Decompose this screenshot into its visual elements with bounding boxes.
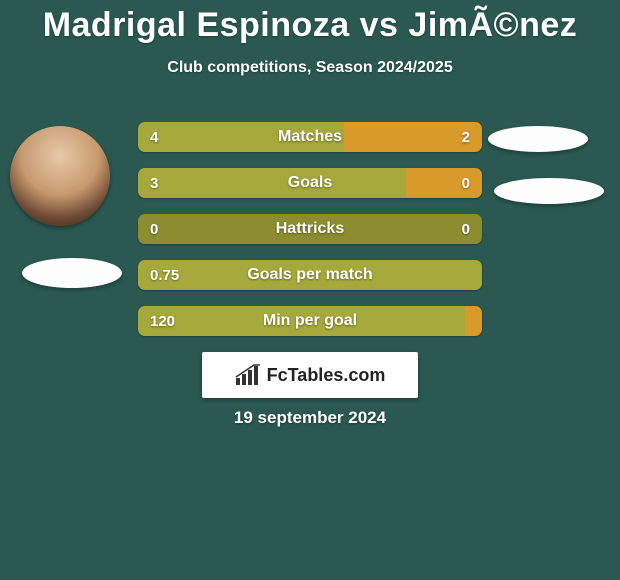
date-line: 19 september 2024 xyxy=(0,408,620,428)
brand-text: FcTables.com xyxy=(267,365,386,386)
player-left-avatar xyxy=(10,126,110,226)
stat-bar-right-fill xyxy=(406,168,482,198)
club-right-logo xyxy=(494,178,604,204)
stat-bar-left-fill xyxy=(138,260,482,290)
brand-badge: FcTables.com xyxy=(202,352,418,398)
stat-bar-left-fill xyxy=(138,122,344,152)
stat-value-right: 0 xyxy=(462,214,470,244)
stat-bar-left-fill xyxy=(138,168,406,198)
stats-bars: 42Matches 30Goals 0 0Hattricks 0.75Goals per… xyxy=(138,122,482,352)
stat-bar-left-fill xyxy=(138,306,465,336)
stat-label: Hattricks xyxy=(138,214,482,244)
player-right-avatar xyxy=(488,126,588,152)
stat-value-left: 0 xyxy=(150,214,158,244)
bar-chart-icon xyxy=(235,364,261,386)
page-title: Madrigal Espinoza vs JimÃ©nez xyxy=(0,0,620,45)
stat-bar: 30Goals xyxy=(138,168,482,198)
page-subtitle: Club competitions, Season 2024/2025 xyxy=(0,59,620,77)
stat-bar-right-fill xyxy=(344,122,482,152)
stat-bar: 0 0Hattricks xyxy=(138,214,482,244)
stat-bar: 42Matches xyxy=(138,122,482,152)
stat-bar: 120Min per goal xyxy=(138,306,482,336)
stat-bar: 0.75Goals per match xyxy=(138,260,482,290)
stat-bar-right-fill xyxy=(465,306,482,336)
club-left-logo xyxy=(22,258,122,288)
